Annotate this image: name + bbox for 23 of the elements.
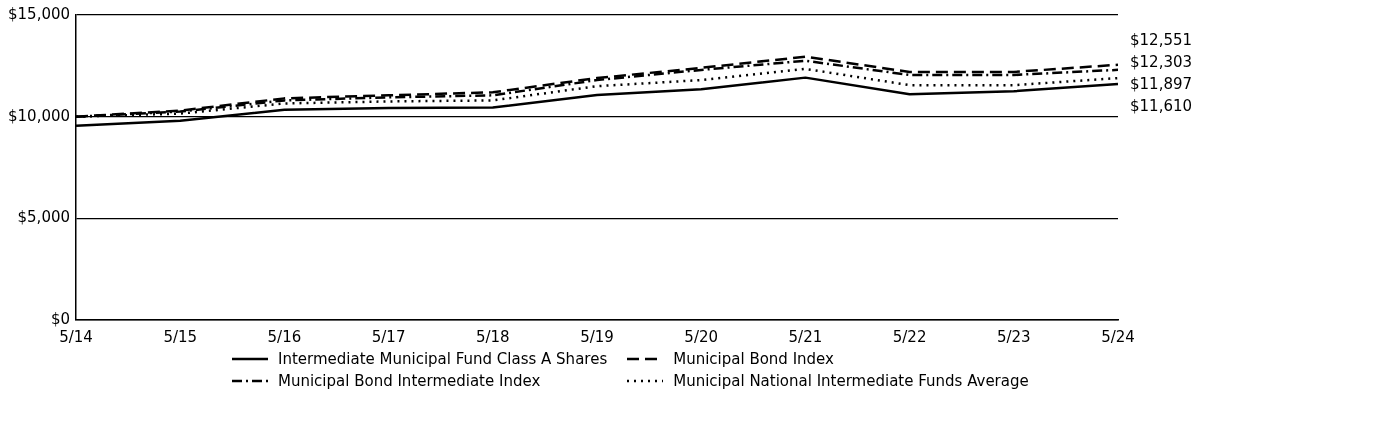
annotation: $11,897 [1130, 75, 1193, 94]
x-tick-label: 5/15 [163, 327, 198, 346]
x-tick-label: 5/18 [475, 327, 510, 346]
legend-label: Municipal Bond Intermediate Index [278, 372, 541, 390]
y-tick-label: $5,000 [17, 208, 71, 227]
x-tick-label: 5/20 [684, 327, 719, 346]
x-tick-label: 5/16 [267, 327, 302, 346]
x-tick-label: 5/21 [788, 327, 823, 346]
x-tick-label: 5/22 [892, 327, 927, 346]
annotation: $12,551 [1130, 31, 1193, 50]
legend-label: Intermediate Municipal Fund Class A Shares [278, 350, 608, 368]
y-tick-label: $15,000 [8, 4, 71, 23]
x-tick-label: 5/17 [371, 327, 406, 346]
annotation: $11,610 [1130, 97, 1193, 116]
x-tick-label: 5/14 [59, 327, 93, 346]
x-tick-label: 5/24 [1101, 327, 1135, 346]
x-tick-label: 5/23 [996, 327, 1031, 346]
y-tick-label: $10,000 [8, 106, 71, 125]
annotation: $12,303 [1130, 53, 1193, 72]
legend-label: Municipal Bond Index [673, 350, 834, 368]
legend-label: Municipal National Intermediate Funds Average [673, 372, 1029, 390]
x-tick-label: 5/19 [580, 327, 614, 346]
y-tick-label: $0 [50, 309, 71, 328]
